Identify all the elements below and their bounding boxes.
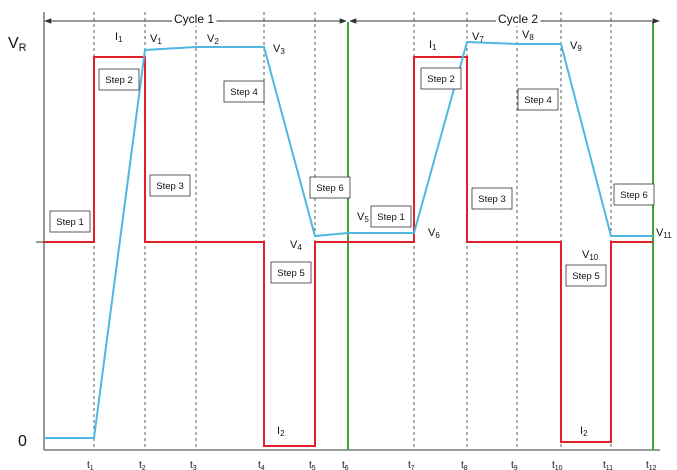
tick-t9: t9 <box>511 460 518 470</box>
label-v8: V8 <box>522 29 534 42</box>
label-v10: V10 <box>582 249 599 262</box>
label-v9: V9 <box>570 40 582 53</box>
label-v3: V3 <box>273 43 285 56</box>
svg-text:Step 6: Step 6 <box>620 190 647 201</box>
label-v1: V1 <box>150 33 162 46</box>
step-box-cycle1-2: Step 2 <box>98 68 140 91</box>
step-box-cycle2-4: Step 4 <box>517 88 559 111</box>
cycle-1-label: Cycle 1 <box>174 12 214 26</box>
step-box-cycle1-4: Step 4 <box>223 80 265 103</box>
label-i1-cycle1: I1 <box>115 31 123 44</box>
label-i2-cycle2: I2 <box>580 425 588 438</box>
svg-text:Step 1: Step 1 <box>56 217 83 228</box>
time-gridlines <box>93 12 612 450</box>
step-box-cycle2-2: Step 2 <box>420 67 462 90</box>
tick-t7: t7 <box>408 460 415 470</box>
svg-text:Step 2: Step 2 <box>105 75 132 86</box>
tick-t5: t5 <box>309 460 316 470</box>
voltage-point-labels: V1 V2 V3 V4 V5 V6 V7 V8 V9 V10 V11 <box>150 29 672 262</box>
label-v11: V11 <box>656 227 672 240</box>
voltage-waveform <box>44 40 653 439</box>
tick-t1: t1 <box>87 460 94 470</box>
svg-text:Step 2: Step 2 <box>427 74 454 85</box>
current-waveform <box>44 56 653 447</box>
tick-t8: t8 <box>461 460 468 470</box>
step-box-cycle1-1: Step 1 <box>49 210 91 233</box>
svg-text:Step 5: Step 5 <box>572 271 599 282</box>
step-box-cycle2-5: Step 5 <box>565 264 607 287</box>
svg-text:Step 1: Step 1 <box>377 212 404 223</box>
svg-text:Step 5: Step 5 <box>277 268 304 279</box>
tick-t10: t10 <box>552 460 563 470</box>
svg-text:Step 3: Step 3 <box>478 194 505 205</box>
label-v4: V4 <box>290 239 302 252</box>
y-axis-zero-label: 0 <box>18 433 27 450</box>
step-box-cycle2-3: Step 3 <box>471 187 513 210</box>
svg-text:Step 4: Step 4 <box>230 87 257 98</box>
svg-text:Step 6: Step 6 <box>316 183 343 194</box>
time-tick-labels: t1 t2 t3 t4 t5 t6 t7 t8 t9 t10 t11 t12 <box>87 460 657 470</box>
step-box-cycle2-1: Step 1 <box>370 205 412 228</box>
cycle-2-label: Cycle 2 <box>498 12 538 26</box>
tick-t12: t12 <box>646 460 657 470</box>
step-boxes: Step 1 Step 2 Step 3 Step 4 Step 5 Step … <box>49 67 655 287</box>
tick-t2: t2 <box>139 460 146 470</box>
tick-t4: t4 <box>258 460 265 470</box>
label-i1-cycle2: I1 <box>429 39 437 52</box>
label-v2: V2 <box>207 33 219 46</box>
step-box-cycle1-6: Step 6 <box>309 176 351 199</box>
current-labels: I1 I2 I1 I2 <box>115 31 588 438</box>
step-box-cycle1-5: Step 5 <box>270 261 312 284</box>
svg-text:Step 4: Step 4 <box>524 95 551 106</box>
tick-t3: t3 <box>190 460 197 470</box>
label-i2-cycle1: I2 <box>277 425 285 438</box>
tick-t6: t6 <box>342 460 349 470</box>
tick-t11: t11 <box>603 460 613 470</box>
step-box-cycle1-3: Step 3 <box>149 174 191 197</box>
label-v6: V6 <box>428 227 440 240</box>
label-v5: V5 <box>357 211 369 224</box>
label-v7: V7 <box>472 31 484 44</box>
svg-text:Step 3: Step 3 <box>156 181 183 192</box>
step-box-cycle2-6: Step 6 <box>613 183 655 206</box>
y-axis-vr-label: VR <box>8 35 27 54</box>
